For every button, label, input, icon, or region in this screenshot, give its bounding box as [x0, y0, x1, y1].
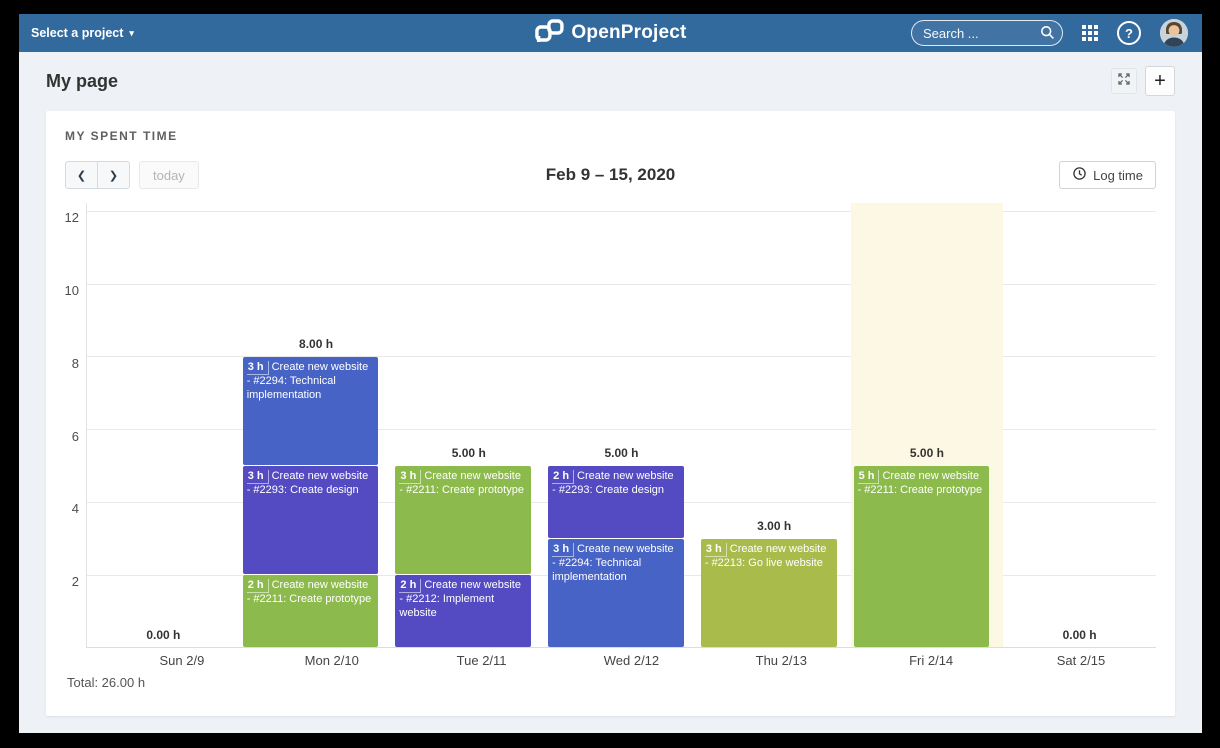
openproject-logo-icon [534, 18, 564, 49]
time-entry-hours: 2 h [552, 470, 575, 485]
day-column[interactable]: 0.00 h [87, 203, 240, 647]
time-entry[interactable]: 3 h Create new website - #2294: Technical… [548, 538, 684, 647]
page-title: My page [46, 70, 119, 91]
time-entry-hours: 2 h [246, 579, 269, 594]
axis-tick-label: 6 [71, 428, 79, 444]
openproject-logo[interactable]: OpenProject [534, 14, 686, 52]
day-header-label: Tue 2/11 [456, 652, 507, 668]
clock-icon [1072, 166, 1087, 184]
day-total-label: 3.00 h [757, 518, 792, 533]
page-header: My page + [46, 66, 1175, 96]
day-header-label: Sat 2/15 [1056, 652, 1106, 668]
axis-tick-label: 4 [71, 501, 79, 517]
week-nav-group: ❮ ❯ [65, 161, 130, 189]
day-header-label: Sun 2/9 [159, 652, 205, 668]
hour-gridline [87, 356, 1156, 358]
calendar-grid: 12 10 8 6 4 2 0.00 h 3 h Create new website - #2… [65, 203, 1156, 648]
expand-arrows-icon [1117, 72, 1131, 91]
day-total-label: 5.00 h [604, 446, 639, 460]
day-total-label: 0.00 h [1062, 628, 1097, 642]
apps-grid-icon[interactable] [1082, 25, 1098, 41]
project-selector-label: Select a project [31, 26, 124, 40]
axis-tick-label: 2 [71, 574, 79, 590]
time-entry-hours: 3 h [704, 542, 727, 557]
project-selector[interactable]: Select a project ▾ [31, 26, 134, 40]
day-header-label: Fri 2/14 [909, 652, 954, 668]
add-widget-button[interactable]: + [1145, 66, 1175, 96]
axis-tick-label: 8 [71, 355, 79, 371]
day-column[interactable]: 3 h Create new website - #2294: Technical… [240, 203, 393, 647]
chevron-down-icon: ▾ [129, 27, 134, 38]
day-total-label: 8.00 h [299, 336, 334, 351]
hour-gridline [87, 210, 1156, 212]
my-spent-time-widget: MY SPENT TIME ❮ ❯ today Feb 9 – 15, 2020 [46, 111, 1175, 716]
hour-gridline [87, 429, 1156, 431]
top-navbar: Select a project ▾ OpenProject [19, 14, 1202, 52]
axis-tick-label: 10 [64, 283, 79, 298]
openproject-logo-text: OpenProject [571, 22, 687, 43]
week-range-title: Feb 9 – 15, 2020 [545, 165, 676, 184]
time-entry[interactable]: 3 h Create new website - #2294: Technical… [242, 356, 379, 465]
day-header-row: Sun 2/9 Mon 2/10 Tue 2/11 Wed 2/12 Thu 2/13 F… [86, 648, 1156, 672]
time-entry[interactable]: 5 h Create new website - #2211: Create pr… [853, 466, 990, 647]
spent-time-calendar: 12 10 8 6 4 2 0.00 h 3 h Create new website - #2… [65, 203, 1156, 672]
page-content: My page + MY SPENT TIME [19, 52, 1202, 716]
help-icon[interactable]: ? [1117, 21, 1141, 45]
day-total-label: 5.00 h [909, 446, 944, 460]
axis-tick-label: 12 [64, 210, 79, 226]
time-entry-hours: 3 h [552, 542, 575, 557]
time-entry-hours: 3 h [399, 470, 422, 485]
global-search [911, 20, 1063, 46]
time-entry-hours: 3 h [246, 470, 269, 485]
search-icon[interactable] [1040, 25, 1055, 45]
day-header-label: Thu 2/13 [755, 652, 807, 668]
user-avatar[interactable] [1160, 19, 1188, 47]
log-time-button[interactable]: Log time [1059, 161, 1156, 189]
time-entry[interactable]: 3 h Create new website - #2293: Create de… [242, 466, 379, 575]
previous-week-button[interactable]: ❮ [65, 161, 98, 189]
next-week-button[interactable]: ❯ [97, 161, 130, 189]
navbar-right-cluster: ? [911, 19, 1188, 47]
day-column[interactable]: 5 h Create new website - #2211: Create pr… [850, 203, 1004, 647]
day-column[interactable]: 0.00 h [1003, 203, 1156, 647]
time-entry[interactable]: 3 h Create new website - #2213: Go live w… [700, 538, 837, 647]
app-window: Select a project ▾ OpenProject [19, 14, 1202, 733]
week-total: Total: 26.00 h [67, 675, 146, 690]
time-entry[interactable]: 3 h Create new website - #2211: Create pr… [395, 466, 532, 575]
time-entry-hours: 3 h [246, 360, 269, 375]
widget-title: MY SPENT TIME [65, 129, 178, 143]
day-column[interactable]: 3 h Create new website - #2211: Create pr… [392, 203, 545, 647]
day-column[interactable]: 2 h Create new website - #2293: Create de… [545, 203, 698, 647]
time-entry-hours: 5 h [857, 470, 880, 484]
time-entry[interactable]: 2 h Create new website - #2211: Create pr… [242, 575, 379, 647]
day-total-label: 5.00 h [451, 446, 486, 460]
search-input[interactable] [911, 20, 1063, 46]
log-time-label: Log time [1093, 167, 1143, 183]
day-total-label: 0.00 h [146, 628, 181, 642]
time-entry[interactable]: 2 h Create new website - #2212: Implement… [395, 575, 532, 647]
day-header-label: Mon 2/10 [304, 652, 359, 668]
day-column[interactable]: 3 h Create new website - #2213: Go live w… [698, 203, 851, 647]
day-header-label: Wed 2/12 [603, 652, 660, 668]
hour-gridline [87, 283, 1156, 285]
time-entry[interactable]: 2 h Create new website - #2293: Create de… [548, 466, 684, 538]
widget-toolbar: ❮ ❯ today Feb 9 – 15, 2020 Log time [65, 161, 1156, 189]
page-header-buttons: + [1111, 66, 1175, 96]
today-button[interactable]: today [139, 161, 199, 189]
time-entry-hours: 2 h [399, 579, 422, 594]
fullscreen-button[interactable] [1111, 68, 1137, 94]
